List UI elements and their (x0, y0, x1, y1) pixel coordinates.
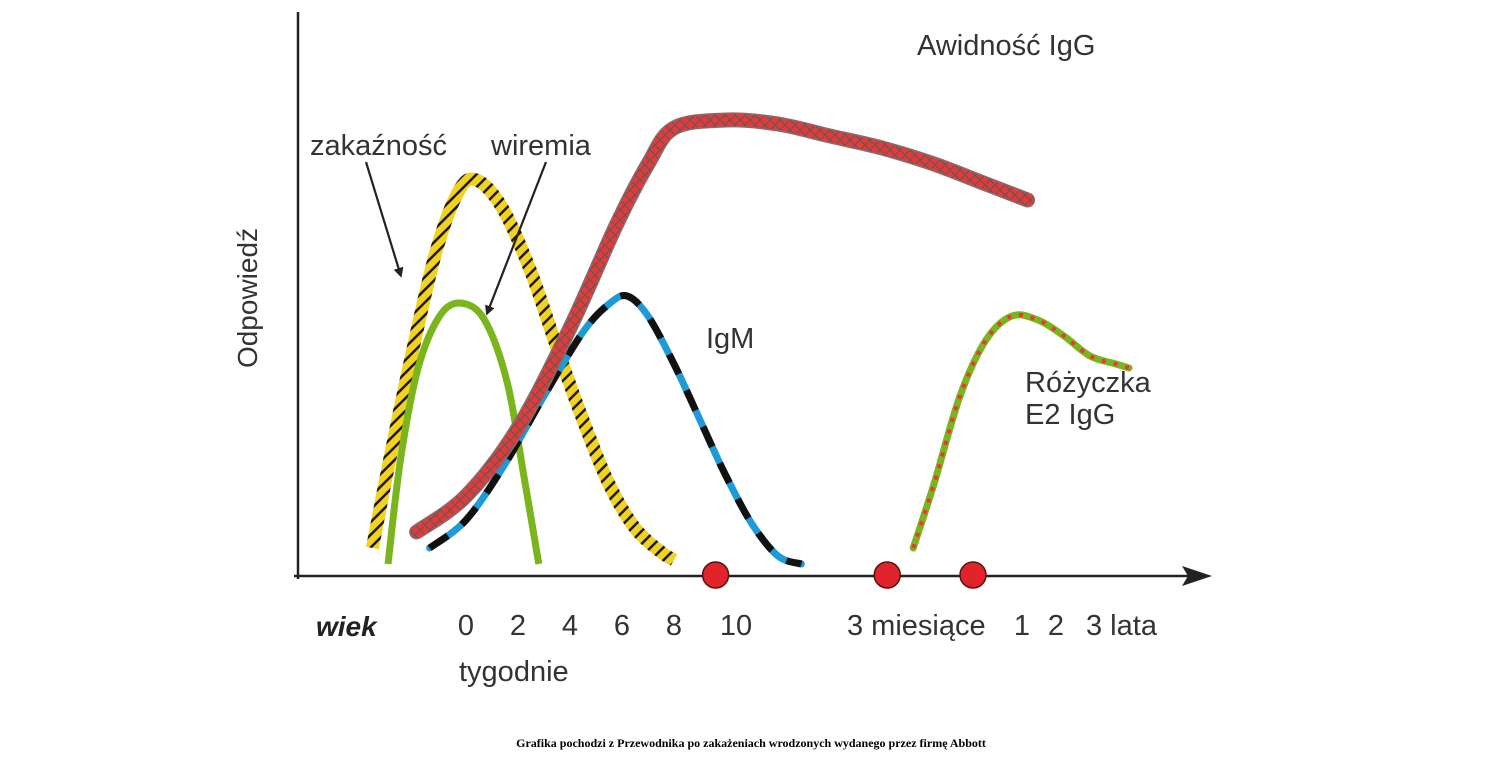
x-tick-label: 2 (510, 610, 526, 642)
series-line (384, 299, 543, 565)
series-layer (366, 112, 1133, 568)
wiremia-arrow (485, 161, 548, 316)
x-tick-label: 4 (562, 610, 578, 642)
series-label-rozyczka-2: E2 IgG (1025, 399, 1115, 431)
series-igm (426, 292, 805, 568)
y-axis-label: Odpowiedź (232, 228, 263, 368)
x-tick-label: 2 (1048, 610, 1064, 642)
x-tick-label: 3 miesiące (847, 610, 986, 642)
x-axis-arrow-icon (1182, 566, 1212, 586)
series-label-wiremia: wiremia (490, 130, 592, 162)
x-tick-label: 10 (720, 610, 752, 642)
x-axis-title: wiek (316, 611, 378, 642)
series-awidnosc-igg (409, 112, 1036, 540)
series-rozyczka-e2-igg (909, 311, 1133, 552)
series-line-dashes (427, 292, 803, 568)
series-label-igm: IgM (706, 323, 754, 355)
marker-layer (701, 561, 987, 589)
x-tick-label: 3 lata (1086, 610, 1158, 642)
series-label-awidnosc: Awidność IgG (917, 30, 1095, 62)
timeline-marker (873, 561, 901, 589)
x-tick-label: 8 (666, 610, 682, 642)
series-line-dots (911, 312, 1130, 549)
x-tick-label: 1 (1014, 610, 1030, 642)
series-line (410, 113, 1034, 538)
series-wiremia (384, 299, 543, 565)
series-label-rozyczka: Różyczka (1025, 367, 1152, 399)
series-line (909, 311, 1133, 552)
source-caption: Grafika pochodzi z Przewodnika po zakaże… (516, 736, 986, 750)
series-zakaznosc (366, 172, 678, 566)
x-axis-group-label: tygodnie (459, 656, 569, 688)
series-label-zakaznosc: zakaźność (310, 130, 447, 162)
zakaznosc-arrow (364, 161, 404, 278)
series-line (366, 172, 678, 566)
timeline-marker (959, 561, 987, 589)
x-tick-label: 6 (614, 610, 630, 642)
timeline-marker (701, 561, 730, 589)
x-tick-label: 0 (458, 610, 474, 642)
